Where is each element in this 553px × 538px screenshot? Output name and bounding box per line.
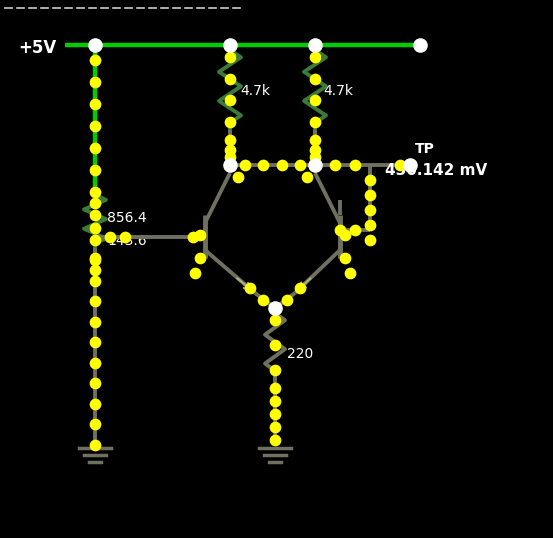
Point xyxy=(196,231,205,239)
Point xyxy=(311,96,320,104)
Point xyxy=(189,232,197,241)
Point xyxy=(351,226,359,235)
Point xyxy=(270,303,279,312)
Point xyxy=(366,236,374,244)
Point xyxy=(366,176,374,185)
Point xyxy=(226,161,234,169)
Point xyxy=(336,226,345,235)
Text: 143.6: 143.6 xyxy=(107,234,147,248)
Point xyxy=(311,146,320,154)
Point xyxy=(91,441,100,449)
Point xyxy=(270,423,279,431)
Point xyxy=(91,420,100,429)
Point xyxy=(311,53,320,61)
Point xyxy=(91,400,100,408)
Point xyxy=(295,284,304,292)
Point xyxy=(226,96,234,104)
Text: 4.7k: 4.7k xyxy=(240,84,270,98)
Point xyxy=(295,161,304,169)
Point xyxy=(283,296,291,305)
Point xyxy=(226,153,234,161)
Point xyxy=(226,136,234,144)
Point xyxy=(270,384,279,392)
Point xyxy=(91,379,100,388)
Point xyxy=(311,161,320,169)
Point xyxy=(270,316,279,324)
Point xyxy=(91,122,100,130)
Point xyxy=(346,268,354,277)
Text: 4.7k: 4.7k xyxy=(323,84,353,98)
Point xyxy=(311,153,320,161)
Point xyxy=(270,436,279,444)
Point xyxy=(91,56,100,65)
Point xyxy=(226,74,234,83)
Point xyxy=(91,144,100,152)
Point xyxy=(241,161,249,169)
Point xyxy=(91,358,100,367)
Point xyxy=(311,41,320,49)
Point xyxy=(277,161,286,169)
Point xyxy=(366,221,374,229)
Point xyxy=(196,254,205,263)
Point xyxy=(233,173,242,181)
Point xyxy=(91,266,100,274)
Point xyxy=(405,161,414,169)
Point xyxy=(311,136,320,144)
Point xyxy=(91,211,100,220)
Point xyxy=(270,341,279,349)
Point xyxy=(226,118,234,126)
Point xyxy=(106,232,114,241)
Text: 430.142 mV: 430.142 mV xyxy=(385,163,487,178)
Point xyxy=(91,41,100,49)
Point xyxy=(91,77,100,86)
Point xyxy=(91,236,100,244)
Point xyxy=(311,118,320,126)
Point xyxy=(91,338,100,346)
Point xyxy=(341,231,349,239)
Point xyxy=(415,41,424,49)
Text: 220: 220 xyxy=(287,347,313,361)
Point xyxy=(270,366,279,374)
Point xyxy=(270,410,279,419)
Point xyxy=(331,161,340,169)
Point xyxy=(311,74,320,83)
Point xyxy=(341,254,349,263)
Point xyxy=(91,223,100,232)
Point xyxy=(91,188,100,196)
Point xyxy=(226,41,234,49)
Point xyxy=(351,161,359,169)
Point xyxy=(246,284,254,292)
Point xyxy=(226,53,234,61)
Point xyxy=(121,232,129,241)
Point xyxy=(395,161,404,169)
Text: 856.4: 856.4 xyxy=(107,211,147,225)
Point xyxy=(91,317,100,326)
Point xyxy=(366,190,374,199)
Text: +5V: +5V xyxy=(18,39,56,57)
Point xyxy=(302,173,311,181)
Point xyxy=(91,276,100,285)
Point xyxy=(91,297,100,306)
Point xyxy=(259,296,268,305)
Text: TP: TP xyxy=(415,142,435,156)
Point xyxy=(366,206,374,214)
Point xyxy=(226,146,234,154)
Point xyxy=(270,397,279,405)
Point xyxy=(191,268,200,277)
Point xyxy=(91,256,100,264)
Point xyxy=(259,161,268,169)
Point xyxy=(91,254,100,263)
Point xyxy=(91,166,100,174)
Point xyxy=(91,100,100,108)
Point xyxy=(91,199,100,207)
